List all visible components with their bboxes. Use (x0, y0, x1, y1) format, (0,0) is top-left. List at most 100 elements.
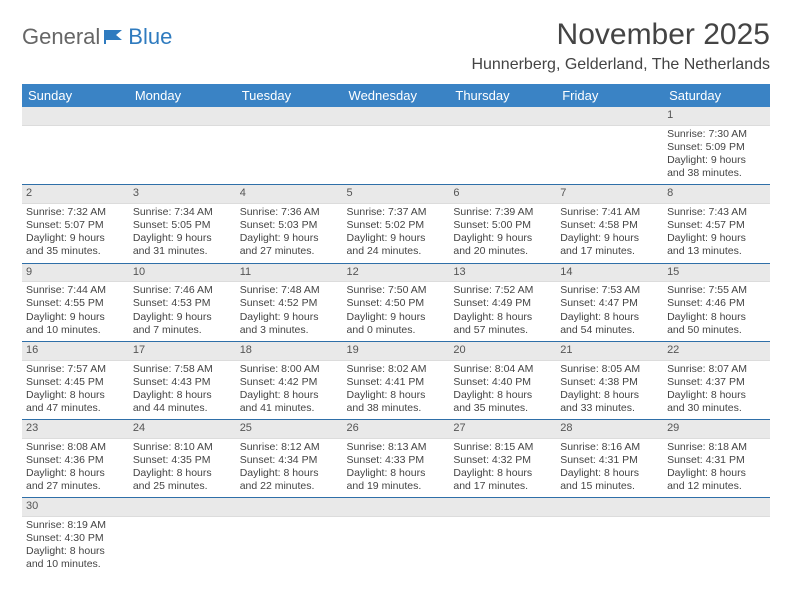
cell-body: Sunrise: 7:46 AMSunset: 4:53 PMDaylight:… (129, 282, 236, 341)
day1-text: Daylight: 8 hours (560, 389, 659, 402)
day2-text: and 17 minutes. (453, 480, 552, 493)
cell-body: Sunrise: 8:18 AMSunset: 4:31 PMDaylight:… (663, 439, 770, 498)
day1-text: Daylight: 8 hours (26, 389, 125, 402)
sunset-text: Sunset: 4:40 PM (453, 376, 552, 389)
cell-body: Sunrise: 7:58 AMSunset: 4:43 PMDaylight:… (129, 361, 236, 420)
day1-text: Daylight: 8 hours (667, 389, 766, 402)
day2-text: and 10 minutes. (26, 558, 125, 571)
sunrise-text: Sunrise: 8:16 AM (560, 441, 659, 454)
calendar-cell: 17Sunrise: 7:58 AMSunset: 4:43 PMDayligh… (129, 341, 236, 419)
day1-text: Daylight: 9 hours (133, 232, 232, 245)
cell-body: Sunrise: 7:37 AMSunset: 5:02 PMDaylight:… (343, 204, 450, 263)
day2-text: and 33 minutes. (560, 402, 659, 415)
day-number-bar (663, 498, 770, 517)
sunset-text: Sunset: 4:47 PM (560, 297, 659, 310)
day2-text: and 27 minutes. (240, 245, 339, 258)
day1-text: Daylight: 9 hours (240, 232, 339, 245)
day-number: 9 (22, 264, 129, 283)
day-header-row: Sunday Monday Tuesday Wednesday Thursday… (22, 84, 770, 107)
sunrise-text: Sunrise: 7:34 AM (133, 206, 232, 219)
location: Hunnerberg, Gelderland, The Netherlands (471, 56, 770, 74)
cell-body: Sunrise: 8:02 AMSunset: 4:41 PMDaylight:… (343, 361, 450, 420)
calendar-cell: 20Sunrise: 8:04 AMSunset: 4:40 PMDayligh… (449, 341, 556, 419)
calendar-cell (449, 107, 556, 185)
calendar-cell: 12Sunrise: 7:50 AMSunset: 4:50 PMDayligh… (343, 263, 450, 341)
sunrise-text: Sunrise: 8:18 AM (667, 441, 766, 454)
calendar-cell (343, 498, 450, 576)
day2-text: and 3 minutes. (240, 324, 339, 337)
day-number-bar (449, 107, 556, 126)
sunrise-text: Sunrise: 7:46 AM (133, 284, 232, 297)
day1-text: Daylight: 8 hours (453, 389, 552, 402)
sunrise-text: Sunrise: 8:04 AM (453, 363, 552, 376)
sunrise-text: Sunrise: 7:43 AM (667, 206, 766, 219)
day2-text: and 19 minutes. (347, 480, 446, 493)
sunrise-text: Sunrise: 8:19 AM (26, 519, 125, 532)
sunrise-text: Sunrise: 7:57 AM (26, 363, 125, 376)
calendar-cell: 29Sunrise: 8:18 AMSunset: 4:31 PMDayligh… (663, 420, 770, 498)
calendar-cell: 13Sunrise: 7:52 AMSunset: 4:49 PMDayligh… (449, 263, 556, 341)
day-number: 11 (236, 264, 343, 283)
sunrise-text: Sunrise: 7:52 AM (453, 284, 552, 297)
cell-body: Sunrise: 7:41 AMSunset: 4:58 PMDaylight:… (556, 204, 663, 263)
logo: General Blue (22, 24, 172, 50)
cell-body: Sunrise: 8:12 AMSunset: 4:34 PMDaylight:… (236, 439, 343, 498)
sunset-text: Sunset: 5:00 PM (453, 219, 552, 232)
day-number: 5 (343, 185, 450, 204)
cell-body: Sunrise: 8:05 AMSunset: 4:38 PMDaylight:… (556, 361, 663, 420)
calendar-cell: 16Sunrise: 7:57 AMSunset: 4:45 PMDayligh… (22, 341, 129, 419)
day1-text: Daylight: 8 hours (453, 467, 552, 480)
month-title: November 2025 (471, 18, 770, 52)
day1-text: Daylight: 9 hours (240, 311, 339, 324)
day2-text: and 22 minutes. (240, 480, 339, 493)
day-number: 18 (236, 342, 343, 361)
day2-text: and 57 minutes. (453, 324, 552, 337)
day2-text: and 10 minutes. (26, 324, 125, 337)
day-number: 16 (22, 342, 129, 361)
sunset-text: Sunset: 4:45 PM (26, 376, 125, 389)
day1-text: Daylight: 8 hours (26, 467, 125, 480)
day1-text: Daylight: 8 hours (26, 545, 125, 558)
sunrise-text: Sunrise: 8:10 AM (133, 441, 232, 454)
cell-body: Sunrise: 7:50 AMSunset: 4:50 PMDaylight:… (343, 282, 450, 341)
day-number: 21 (556, 342, 663, 361)
calendar-cell: 28Sunrise: 8:16 AMSunset: 4:31 PMDayligh… (556, 420, 663, 498)
sunrise-text: Sunrise: 7:50 AM (347, 284, 446, 297)
day2-text: and 12 minutes. (667, 480, 766, 493)
calendar-cell: 27Sunrise: 8:15 AMSunset: 4:32 PMDayligh… (449, 420, 556, 498)
sunset-text: Sunset: 4:57 PM (667, 219, 766, 232)
cell-body: Sunrise: 8:15 AMSunset: 4:32 PMDaylight:… (449, 439, 556, 498)
sunset-text: Sunset: 5:03 PM (240, 219, 339, 232)
sunrise-text: Sunrise: 7:44 AM (26, 284, 125, 297)
logo-text-blue: Blue (128, 24, 172, 50)
day1-text: Daylight: 8 hours (560, 311, 659, 324)
sunrise-text: Sunrise: 8:15 AM (453, 441, 552, 454)
sunset-text: Sunset: 4:46 PM (667, 297, 766, 310)
calendar-week-row: 2Sunrise: 7:32 AMSunset: 5:07 PMDaylight… (22, 185, 770, 263)
day2-text: and 24 minutes. (347, 245, 446, 258)
day-number: 26 (343, 420, 450, 439)
cell-body: Sunrise: 7:57 AMSunset: 4:45 PMDaylight:… (22, 361, 129, 420)
sunrise-text: Sunrise: 7:55 AM (667, 284, 766, 297)
day1-text: Daylight: 9 hours (347, 232, 446, 245)
day-header: Friday (556, 84, 663, 107)
day-number-bar (236, 498, 343, 517)
cell-body: Sunrise: 7:53 AMSunset: 4:47 PMDaylight:… (556, 282, 663, 341)
calendar-cell: 14Sunrise: 7:53 AMSunset: 4:47 PMDayligh… (556, 263, 663, 341)
day-number: 3 (129, 185, 236, 204)
calendar-cell (129, 498, 236, 576)
calendar-cell: 6Sunrise: 7:39 AMSunset: 5:00 PMDaylight… (449, 185, 556, 263)
calendar-cell: 30Sunrise: 8:19 AMSunset: 4:30 PMDayligh… (22, 498, 129, 576)
cell-body: Sunrise: 7:48 AMSunset: 4:52 PMDaylight:… (236, 282, 343, 341)
day2-text: and 38 minutes. (667, 167, 766, 180)
day-number-bar (343, 498, 450, 517)
sunset-text: Sunset: 4:32 PM (453, 454, 552, 467)
cell-body: Sunrise: 8:16 AMSunset: 4:31 PMDaylight:… (556, 439, 663, 498)
sunset-text: Sunset: 4:31 PM (560, 454, 659, 467)
day-number: 25 (236, 420, 343, 439)
calendar-cell: 15Sunrise: 7:55 AMSunset: 4:46 PMDayligh… (663, 263, 770, 341)
day2-text: and 17 minutes. (560, 245, 659, 258)
day-number-bar (129, 107, 236, 126)
calendar-cell: 18Sunrise: 8:00 AMSunset: 4:42 PMDayligh… (236, 341, 343, 419)
calendar-cell: 23Sunrise: 8:08 AMSunset: 4:36 PMDayligh… (22, 420, 129, 498)
